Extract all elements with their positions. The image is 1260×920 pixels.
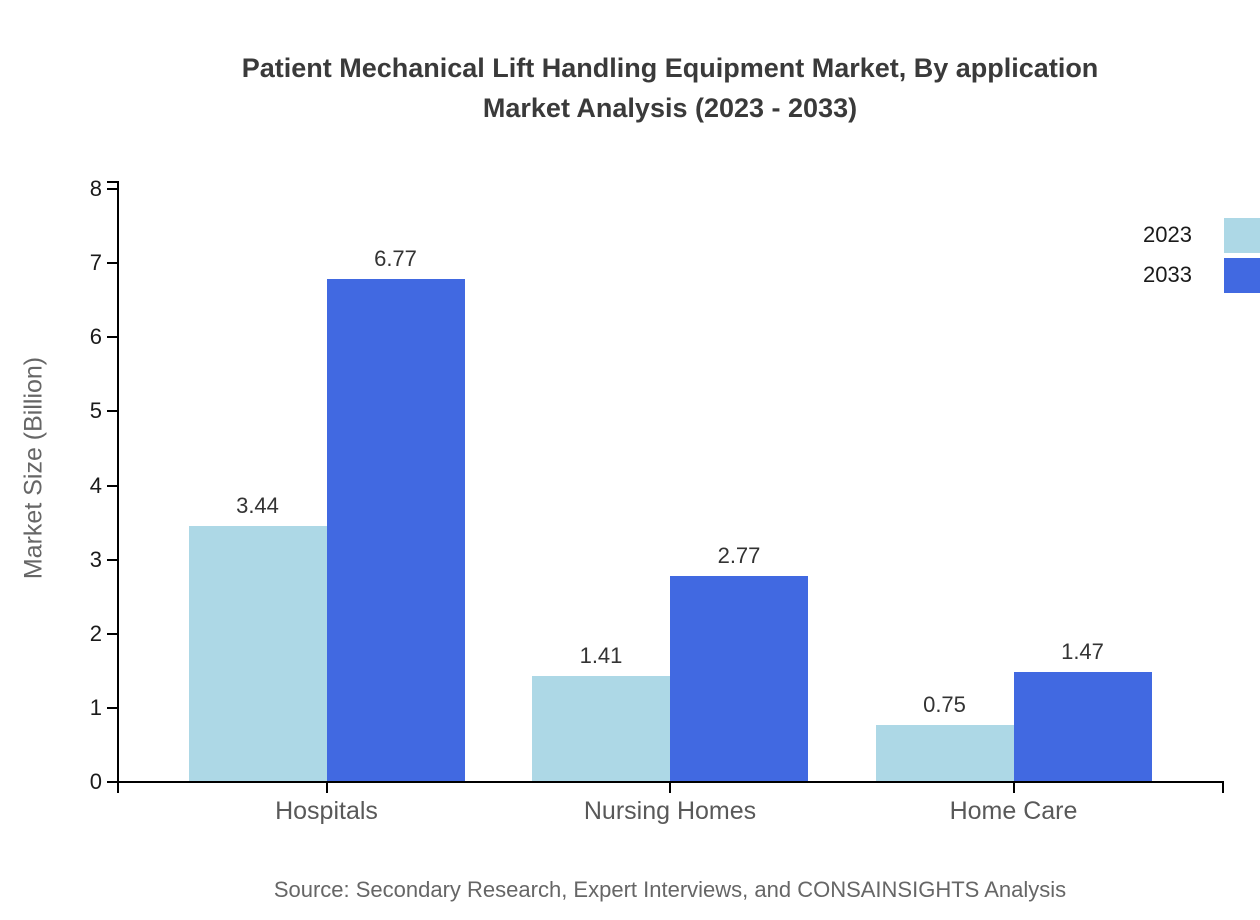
bar-2033-nursing-homes [670, 575, 808, 781]
y-tick-mark-6 [107, 336, 117, 339]
bar-2023-nursing-homes [532, 676, 670, 781]
y-axis-line [117, 181, 119, 783]
x-tick-mark-hospitals [325, 783, 328, 793]
y-tick-label-3: 3 [89, 546, 102, 572]
y-tick-label-8: 8 [89, 176, 102, 201]
category-label-home-care: Home Care [949, 797, 1078, 825]
y-axis-top-cap [107, 181, 117, 183]
y-tick-mark-2 [107, 632, 117, 635]
y-tick-label-0: 0 [89, 769, 102, 794]
x-tick-mark-home-care [1012, 783, 1015, 793]
legend-label-2023: 2023 [1143, 222, 1192, 247]
category-label-hospitals: Hospitals [275, 797, 378, 825]
y-tick-mark-1 [107, 706, 117, 709]
bar-value-label-2023-hospitals: 3.44 [236, 493, 279, 518]
y-tick-label-7: 7 [89, 250, 102, 276]
y-tick-label-2: 2 [89, 620, 102, 646]
source-note: Source: Secondary Research, Expert Inter… [273, 877, 1067, 902]
x-tick-mark-nursing-homes [669, 783, 671, 793]
chart-title-line-1: Patient Mechanical Lift Handling Equipme… [241, 53, 1099, 83]
y-tick-label-5: 5 [89, 398, 102, 424]
chart-title: Patient Mechanical Lift Handling Equipme… [118, 48, 1222, 128]
chart-title-line-2: Market Analysis (2023 - 2033) [482, 93, 858, 123]
y-tick-label-6: 6 [89, 324, 102, 350]
y-tick-mark-8 [107, 188, 117, 190]
y-tick-label-4: 4 [89, 472, 102, 498]
x-axis-line [117, 781, 1224, 783]
category-label-nursing-homes: Nursing Homes [583, 797, 757, 825]
legend-swatch-2023 [1224, 218, 1260, 253]
bar-2023-hospitals [188, 526, 327, 781]
bar-value-label-2033-hospitals: 6.77 [374, 246, 417, 272]
x-axis-left-cap [117, 783, 119, 793]
bar-2023-home-care [875, 725, 1014, 781]
bar-2033-hospitals [326, 279, 465, 781]
bar-2033-home-care [1013, 672, 1152, 781]
y-tick-mark-7 [107, 262, 117, 265]
y-tick-label-1: 1 [89, 694, 102, 720]
y-tick-mark-4 [107, 484, 117, 487]
y-tick-mark-3 [107, 558, 117, 561]
y-tick-mark-5 [107, 410, 117, 413]
bar-value-label-2033-home-care: 1.47 [1061, 639, 1104, 665]
bar-value-label-2033-nursing-homes: 2.77 [717, 542, 761, 568]
bar-value-label-2023-home-care: 0.75 [923, 692, 966, 718]
y-tick-mark-0 [107, 781, 117, 783]
bar-value-label-2023-nursing-homes: 1.41 [579, 643, 623, 669]
x-axis-right-cap [1222, 783, 1224, 793]
legend-label-2033: 2033 [1143, 262, 1192, 287]
legend-swatch-2033 [1224, 258, 1260, 293]
